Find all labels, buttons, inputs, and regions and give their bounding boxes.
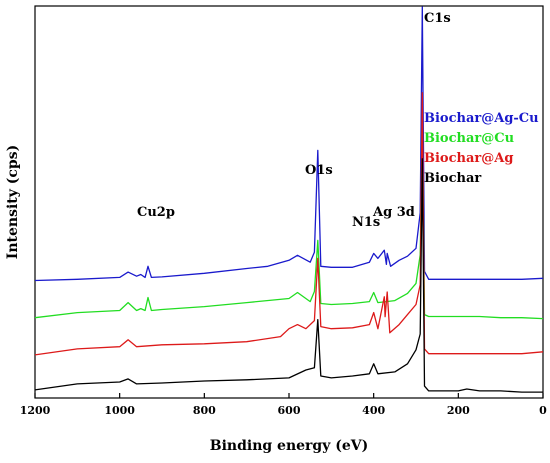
series-line-2 <box>34 92 544 356</box>
legend-entry-0: Biochar@Ag-Cu <box>424 111 539 126</box>
plot-frame <box>34 5 544 399</box>
x-tick-label: 600 <box>278 404 301 417</box>
peak-label: Ag 3d <box>372 205 415 220</box>
legend: Biochar@Ag-Cu Biochar@Cu Biochar@Ag Biochar <box>424 111 539 186</box>
x-tick-label: 800 <box>193 404 216 417</box>
y-axis-title: Intensity (cps) <box>5 145 21 259</box>
x-axis-ticks: 1200 1000 800 600 400 200 0 <box>20 393 547 417</box>
peak-label: O1s <box>305 163 333 178</box>
x-tick-label: 400 <box>362 404 385 417</box>
series-line-3 <box>34 158 543 393</box>
x-tick-label: 200 <box>447 404 470 417</box>
legend-entry-1: Biochar@Cu <box>424 131 514 146</box>
x-axis-title: Binding energy (eV) <box>210 438 368 454</box>
x-tick-label: 1000 <box>104 404 135 417</box>
series-line-0 <box>34 6 544 282</box>
series-layer <box>34 6 544 393</box>
legend-entry-2: Biochar@Ag <box>424 151 513 166</box>
x-tick-label: 1200 <box>20 404 51 417</box>
series-line-1 <box>34 117 544 320</box>
x-tick-label: 0 <box>539 404 547 417</box>
peak-label: C1s <box>424 11 451 26</box>
peak-label: N1s <box>352 215 380 230</box>
peak-label: Cu2p <box>137 205 175 220</box>
legend-entry-3: Biochar <box>424 171 481 186</box>
